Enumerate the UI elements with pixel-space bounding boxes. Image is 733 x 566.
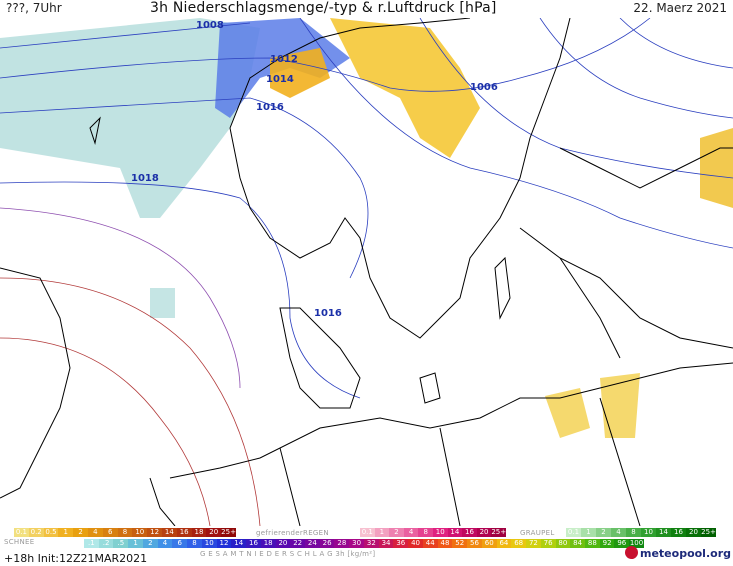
graupel-scale: 0.1 1 2 4 8 10 14 16 20 25+ [566, 528, 716, 537]
brand[interactable]: meteopool.org [625, 546, 731, 560]
isobar-label: 1018 [131, 173, 159, 184]
run-info: +18h Init:12Z21MAR2021 [4, 552, 148, 565]
isobar-label: 1012 [270, 54, 298, 65]
snow-scale: .1 .2 .5 1 2 4 6 8 10 12 14 16 18 20 22 … [84, 539, 644, 548]
meteopool-logo-icon [625, 546, 638, 559]
high-isobars [0, 207, 261, 526]
isobar-label: 1014 [266, 74, 294, 85]
precipitation-layer [0, 18, 733, 438]
freezing-rain-label: gefrierenderREGEN [256, 529, 329, 537]
legend: 0.1 0.2 0.5 1 2 4 6 8 10 12 14 16 18 20 … [0, 526, 733, 566]
page-title: 3h Niederschlagsmenge/-typ & r.Luftdruck… [150, 0, 497, 16]
run-time-label: ???, 7Uhr [6, 1, 62, 15]
freezing-rain-scale: 0.1 1 2 4 8 10 14 16 20 25+ [360, 528, 506, 537]
coastlines [0, 18, 733, 526]
isobar-label: 1006 [470, 82, 498, 93]
brand-label: meteopool.org [640, 547, 731, 560]
graupel-label: GRAUPEL [520, 529, 555, 537]
islands [419, 256, 511, 404]
weather-map [0, 18, 733, 526]
snow-label: SCHNEE [4, 538, 35, 546]
isobar-label: 1016 [314, 308, 342, 319]
isobar-label: 1016 [256, 102, 284, 113]
rain-scale: 0.1 0.2 0.5 1 2 4 6 8 10 12 14 16 18 20 … [14, 528, 236, 537]
date-label: 22. Maerz 2021 [633, 1, 727, 15]
header: ???, 7Uhr 3h Niederschlagsmenge/-typ & r… [0, 0, 733, 18]
total-precip-label: G E S A M T N I E D E R S C H L A G 3h [… [200, 550, 376, 558]
isobar-label: 1008 [196, 20, 224, 31]
